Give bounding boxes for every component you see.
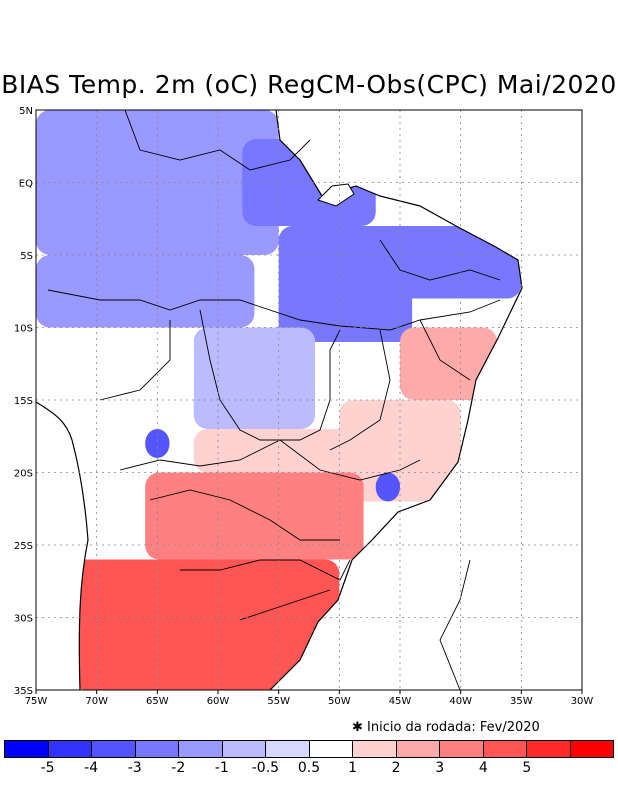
bias-region-11 (193, 429, 400, 473)
bias-region-13 (72, 559, 340, 690)
colorbar-swatch-7 (309, 740, 353, 758)
map-title: BIAS Temp. 2m (oC) RegCM-Obs(CPC) Mai/20… (1, 70, 617, 99)
lon-tick-label: 45W (389, 696, 412, 707)
lat-tick-label: 15S (14, 396, 33, 407)
run-start-text: Inicio da rodada: Fev/2020 (367, 720, 540, 735)
bias-region-7 (145, 429, 170, 458)
lon-tick-label: 30W (571, 696, 594, 707)
lon-tick-label: 65W (146, 696, 169, 707)
colorbar-label: -3 (127, 760, 142, 776)
colorbar-labels: -5 -4 -3 -2 -1 -0.5 0.5 1 2 3 4 5 (0, 760, 618, 780)
lat-tick-label: EQ (19, 179, 33, 190)
colorbar-swatch-0 (4, 740, 49, 758)
colorbar-label: 3 (435, 760, 445, 776)
colorbar-label: 0.5 (297, 760, 321, 776)
colorbar-swatch-10 (440, 740, 484, 758)
lat-tick-label: 5N (19, 106, 33, 117)
bias-region-12 (145, 472, 364, 560)
colorbar-swatch-5 (222, 740, 266, 758)
bias-region-3 (375, 226, 522, 299)
lon-tick-label: 55W (267, 696, 290, 707)
colorbar-swatch-11 (483, 740, 527, 758)
colorbar-swatch-1 (48, 740, 92, 758)
asterisk-icon: ✱ (352, 720, 368, 735)
colorbar-swatch-13 (570, 740, 614, 758)
colorbar-label: -4 (84, 760, 99, 776)
lon-tick-label: 40W (449, 696, 472, 707)
colorbar-label: 1 (348, 760, 358, 776)
colorbar-swatch-12 (527, 740, 571, 758)
colorbar-swatch-6 (266, 740, 310, 758)
lon-tick-label: 35W (510, 696, 533, 707)
colorbar-label: -1 (214, 760, 229, 776)
colorbar-label: -0.5 (251, 760, 280, 776)
colorbar-swatch-3 (135, 740, 179, 758)
colorbar-swatch-4 (179, 740, 223, 758)
lat-tick-label: 30S (14, 614, 33, 625)
colorbar-label: 4 (478, 760, 488, 776)
plot-frame (35, 109, 583, 691)
longitude-ticks: 75W 70W 65W 60W 55W 50W 45W 40W 35W 30W (25, 690, 594, 707)
colorbar-swatch-8 (353, 740, 397, 758)
latitude-ticks: 5N EQ 5S 10S 15S 20S 25S 30S 35S (14, 106, 33, 697)
colorbar-label: -5 (40, 760, 55, 776)
colorbar-swatch-2 (92, 740, 136, 758)
colorbar-label: -2 (171, 760, 186, 776)
bias-region-6 (96, 327, 194, 415)
colorbar-label: 5 (522, 760, 532, 776)
colorbar-swatch-9 (396, 740, 440, 758)
lat-tick-label: 20S (14, 469, 33, 480)
lat-tick-label: 5S (20, 251, 33, 262)
colorbar-label: 2 (391, 760, 401, 776)
lat-tick-label: 10S (14, 324, 33, 335)
colorbar (4, 740, 614, 758)
lat-tick-label: 35S (14, 686, 33, 697)
lon-tick-label: 50W (328, 696, 351, 707)
graticule (36, 110, 582, 690)
bias-region-8 (400, 327, 498, 400)
bias-region-5 (193, 327, 316, 429)
run-start-note: ✱ Inicio da rodada: Fev/2020 (352, 720, 540, 735)
lat-tick-label: 25S (14, 541, 33, 552)
bias-region-10 (375, 472, 400, 502)
lon-tick-label: 60W (207, 696, 230, 707)
lon-tick-label: 70W (85, 696, 108, 707)
bias-region-4 (36, 255, 255, 328)
lon-tick-label: 75W (25, 696, 48, 707)
